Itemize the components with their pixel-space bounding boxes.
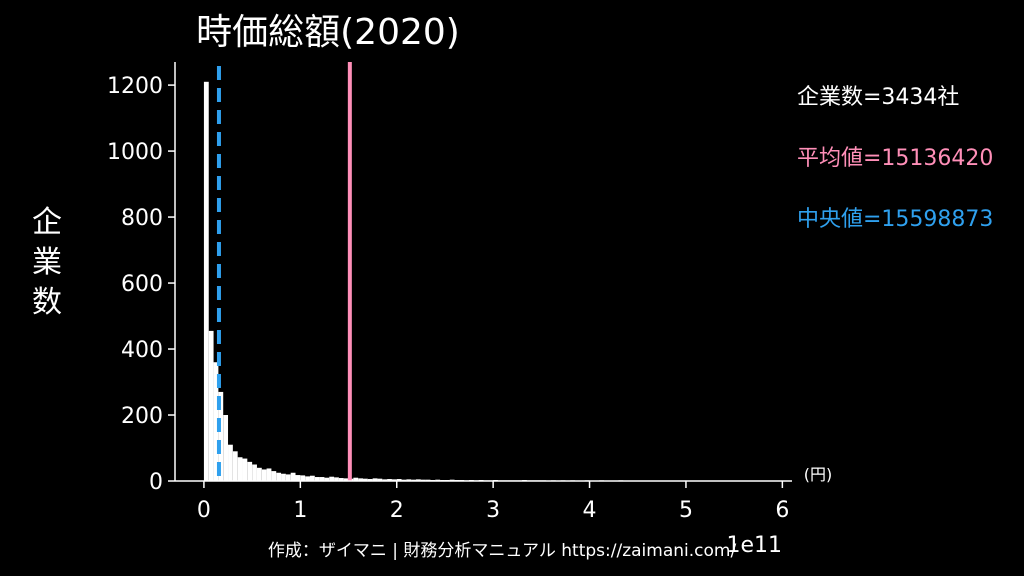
histogram-bar xyxy=(343,478,349,481)
histogram-bar xyxy=(305,476,310,481)
y-tick-label: 1200 xyxy=(107,74,163,99)
histogram-bar xyxy=(362,478,368,481)
legend-entry: 平均値=15136420 xyxy=(797,146,993,171)
histogram-bars xyxy=(203,81,783,481)
legend-entry: 中央値=15598873 xyxy=(797,207,993,232)
y-tick-label: 1000 xyxy=(107,140,163,165)
chart-title: 時価総額(2020) xyxy=(196,12,460,53)
histogram-bar xyxy=(382,479,388,481)
histogram-bar xyxy=(372,478,378,481)
histogram-bar xyxy=(271,471,277,481)
histogram-bar xyxy=(223,415,229,481)
histogram-bar xyxy=(218,391,224,481)
x-axis-unit: (円) xyxy=(804,465,833,484)
x-tick-label: 5 xyxy=(679,498,693,523)
histogram-bar xyxy=(295,475,301,481)
histogram-bar xyxy=(247,461,253,481)
histogram-bar xyxy=(353,477,359,481)
histogram-bar xyxy=(329,476,335,481)
histogram-bar xyxy=(266,468,272,481)
histogram-bar xyxy=(309,475,315,481)
y-axis-label: 企業数 xyxy=(32,205,62,320)
histogram-bar xyxy=(314,477,320,481)
histogram-bar xyxy=(213,362,219,481)
histogram-bar xyxy=(338,478,344,481)
histogram-bar xyxy=(358,478,363,481)
histogram-bar xyxy=(367,479,373,481)
histogram-bar xyxy=(416,479,421,481)
x-tick-label: 0 xyxy=(197,498,211,523)
axes: 0 200 400 600 800 1000 1200 0 1 2 3 4 5 6 xyxy=(107,62,792,523)
histogram-bar xyxy=(281,473,286,481)
histogram-bar xyxy=(406,479,412,481)
histogram-bar xyxy=(377,478,383,481)
x-tick-label: 2 xyxy=(390,498,404,523)
y-tick-label: 600 xyxy=(121,272,163,297)
y-tick-label: 400 xyxy=(121,338,163,363)
histogram-bar xyxy=(285,474,291,481)
x-tick-label: 6 xyxy=(775,498,789,523)
reference-lines xyxy=(216,62,352,481)
histogram-bar xyxy=(290,472,296,481)
x-axis-offset-label: 1e11 xyxy=(726,533,782,558)
histogram-bar xyxy=(300,475,306,481)
y-tick-label: 800 xyxy=(121,206,163,231)
footer-credit: 作成：ザイマニ | 財務分析マニュアル https://zaimani.com/ xyxy=(268,541,737,561)
histogram-bar xyxy=(232,451,238,481)
histogram-bar xyxy=(334,477,339,481)
histogram-bar xyxy=(203,81,209,481)
y-tick-label: 0 xyxy=(149,470,163,495)
histogram-bar xyxy=(242,458,248,481)
x-tick-label: 1 xyxy=(293,498,307,523)
histogram-bar xyxy=(391,479,397,481)
histogram-bar xyxy=(261,469,267,481)
histogram-bar xyxy=(324,477,330,481)
x-tick-label: 3 xyxy=(486,498,500,523)
x-tick-label: 4 xyxy=(583,498,597,523)
histogram-bar xyxy=(256,467,262,481)
y-tick-label: 200 xyxy=(121,404,163,429)
histogram-bar xyxy=(228,444,233,481)
legend-entry: 企業数=3434社 xyxy=(797,85,959,110)
histogram-bar xyxy=(319,477,325,481)
histogram-bar xyxy=(396,479,402,481)
histogram-bar xyxy=(237,457,243,481)
histogram-bar xyxy=(208,330,214,481)
histogram-bar xyxy=(252,464,257,481)
histogram-bar xyxy=(276,472,282,481)
histogram-bar xyxy=(387,479,392,481)
